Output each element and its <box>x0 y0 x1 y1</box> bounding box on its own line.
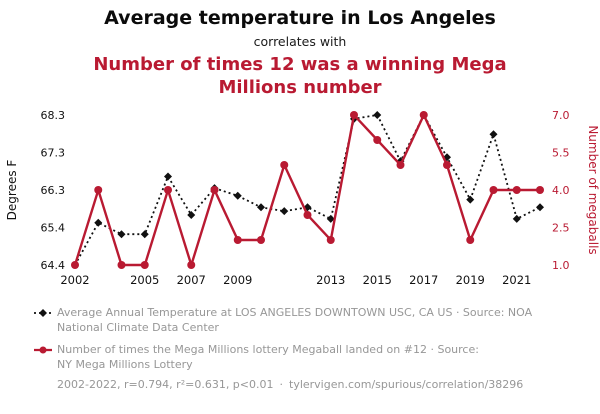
svg-text:2009: 2009 <box>223 273 252 287</box>
svg-text:Degrees F: Degrees F <box>5 159 19 220</box>
svg-text:66.3: 66.3 <box>41 184 66 197</box>
svg-text:2.5: 2.5 <box>552 221 570 234</box>
svg-text:2005: 2005 <box>130 273 159 287</box>
svg-text:64.4: 64.4 <box>41 259 66 272</box>
legend-label-temperature-line1: Average Annual Temperature at LOS ANGELE… <box>57 305 533 319</box>
secondary-title: Number of times 12 was a winning Mega Mi… <box>93 54 507 98</box>
legend-label-megaball-line1: Number of times the Mega Millions lotter… <box>57 342 479 356</box>
megaball-series-marker-icon <box>34 346 52 353</box>
legend-label-temperature-line2: National Climate Data Center <box>57 321 219 335</box>
legend-label-megaball-line2: NY Mega Millions Lottery <box>57 357 193 371</box>
chart-area: 64.4 65.4 66.3 67.3 68.3 1.0 2.5 4.0 5.5 7.0 2002 2… <box>0 103 600 303</box>
page-title: Average temperature in Los Angeles <box>104 7 496 29</box>
svg-text:2017: 2017 <box>409 273 438 287</box>
temperature-series-marker-icon <box>34 308 52 317</box>
svg-text:2021: 2021 <box>502 273 531 287</box>
legend-item-megaball: Number of times the Mega Millions lotter… <box>34 342 600 373</box>
svg-text:2019: 2019 <box>456 273 485 287</box>
svg-text:7.0: 7.0 <box>552 109 570 122</box>
source-url: tylervigen.com/spurious/correlation/3829… <box>289 378 524 392</box>
stats-footer: 2002-2022, r=0.794, r²=0.631, p<0.01 · tyl… <box>0 378 600 391</box>
legend-label-temperature: Average Annual Temperature at LOS ANGELE… <box>57 305 532 336</box>
correlates-with-text: correlates with <box>253 34 347 49</box>
title-block: Average temperature in Los Angeles corre… <box>0 0 600 100</box>
svg-text:4.0: 4.0 <box>552 184 570 197</box>
separator-dot: · <box>279 378 284 392</box>
svg-text:2015: 2015 <box>363 273 392 287</box>
svg-text:2007: 2007 <box>177 273 206 287</box>
svg-text:2013: 2013 <box>316 273 345 287</box>
svg-text:67.3: 67.3 <box>41 146 66 159</box>
svg-text:5.5: 5.5 <box>552 146 570 159</box>
svg-text:2002: 2002 <box>60 273 89 287</box>
svg-text:Number of megaballs: Number of megaballs <box>586 125 600 254</box>
chart-canvas: 64.4 65.4 66.3 67.3 68.3 1.0 2.5 4.0 5.5 7.0 2002 2… <box>5 109 600 287</box>
spurious-correlation-page: Average temperature in Los Angeles corre… <box>0 0 600 391</box>
svg-text:68.3: 68.3 <box>41 109 66 122</box>
svg-text:1.0: 1.0 <box>552 259 570 272</box>
stats-text: 2002-2022, r=0.794, r²=0.631, p<0.01 <box>57 378 274 392</box>
legend-item-temperature: Average Annual Temperature at LOS ANGELE… <box>34 305 600 336</box>
legend-label-megaball: Number of times the Mega Millions lotter… <box>57 342 479 373</box>
svg-text:65.4: 65.4 <box>41 221 66 234</box>
chart-legend: Average Annual Temperature at LOS ANGELE… <box>0 305 600 373</box>
